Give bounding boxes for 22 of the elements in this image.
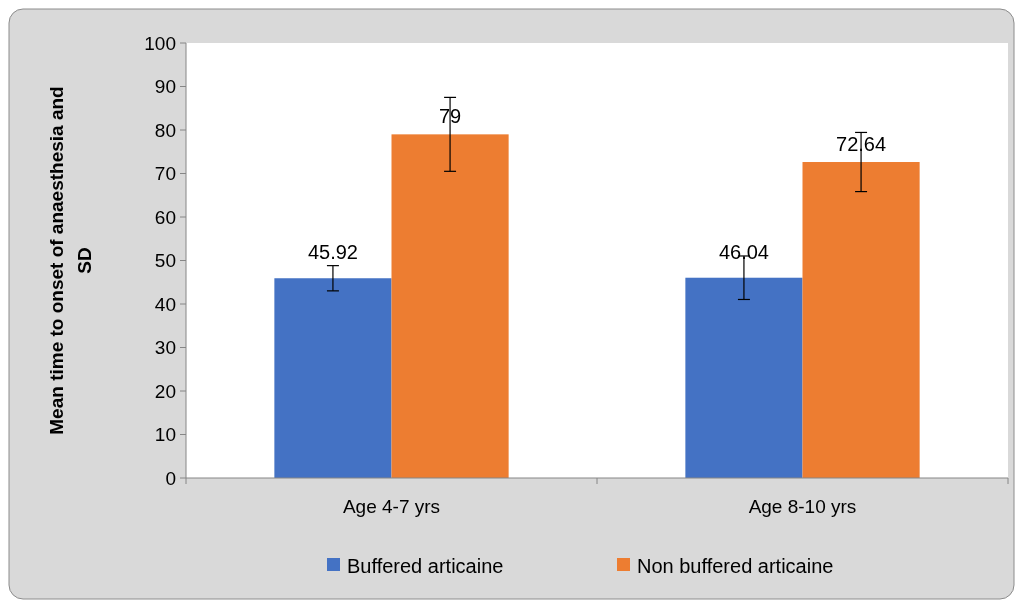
legend-label: Non buffered articaine bbox=[637, 555, 834, 577]
data-label: 46.04 bbox=[718, 240, 769, 263]
y-tick-label: 80 bbox=[154, 119, 176, 141]
y-axis-title: Mean time to onset of anaesthesia and SD bbox=[46, 86, 95, 435]
y-tick-label: 30 bbox=[154, 337, 176, 359]
bar bbox=[391, 134, 509, 478]
y-tick-label: 10 bbox=[154, 424, 176, 446]
bar bbox=[685, 277, 803, 478]
y-tick-label: 20 bbox=[154, 380, 176, 402]
y-tick-label: 100 bbox=[144, 32, 176, 54]
x-tick-label: Age 8-10 yrs bbox=[748, 496, 857, 517]
y-tick-label: 60 bbox=[154, 206, 176, 228]
y-tick-label: 0 bbox=[165, 467, 176, 489]
y-tick-label: 50 bbox=[154, 250, 176, 272]
y-tick-label: 70 bbox=[154, 163, 176, 185]
data-label: 45.92 bbox=[307, 241, 358, 264]
bar bbox=[274, 278, 392, 478]
legend-label: Buffered articaine bbox=[347, 555, 504, 577]
bar bbox=[802, 162, 920, 478]
x-tick-label: Age 4-7 yrs bbox=[342, 496, 441, 517]
y-tick-label: 90 bbox=[154, 76, 176, 98]
y-tick-label: 40 bbox=[154, 293, 176, 315]
